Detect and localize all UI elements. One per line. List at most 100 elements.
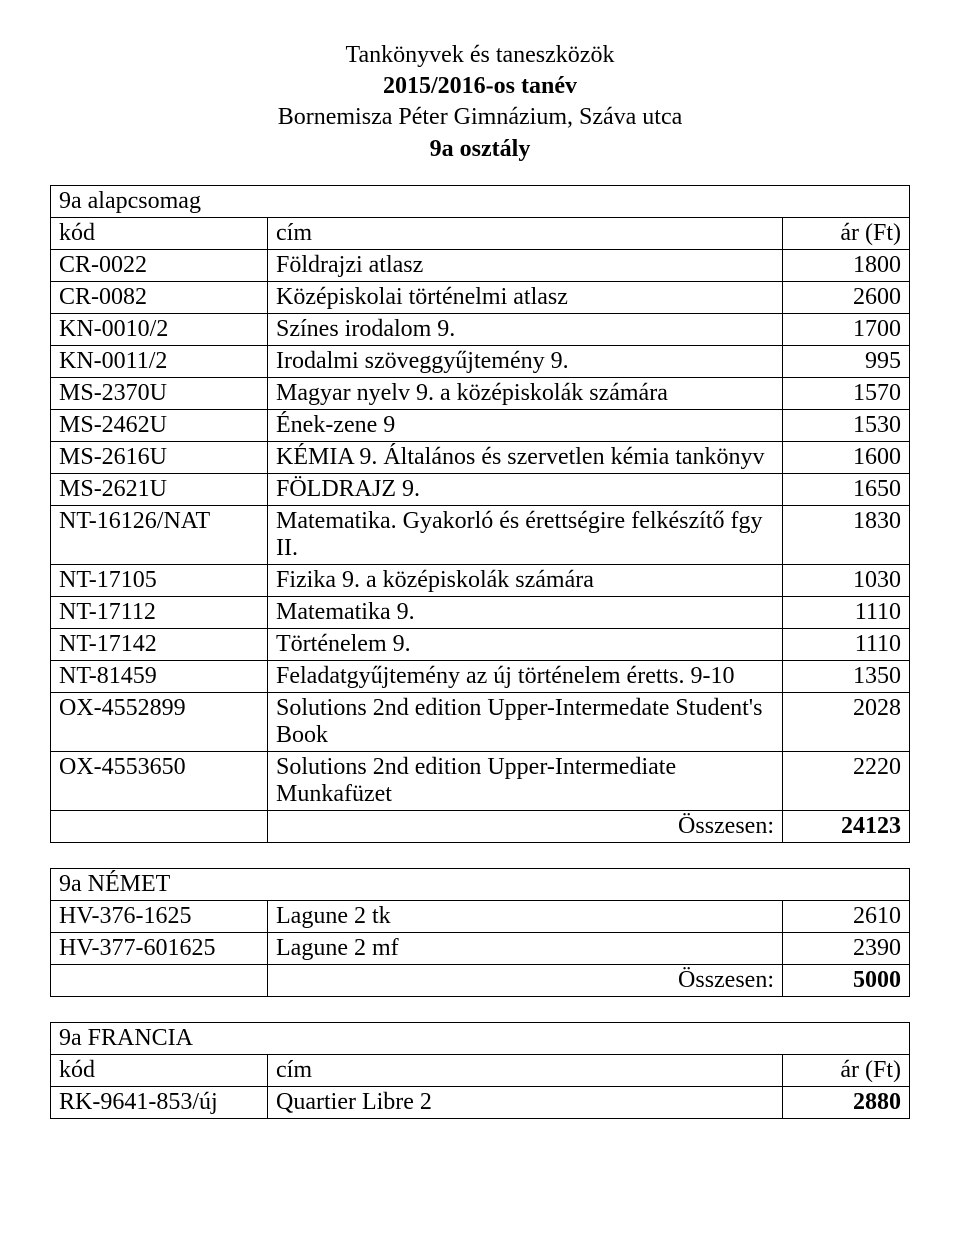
table-row: OX-4553650 Solutions 2nd edition Upper-I… (51, 751, 910, 810)
cell-title: Solutions 2nd edition Upper-Intermediate… (268, 751, 783, 810)
table-row: MS-2616U KÉMIA 9. Általános és szervetle… (51, 441, 910, 473)
cell-code: HV-377-601625 (51, 932, 268, 964)
cell-price: 1700 (783, 313, 910, 345)
cell-title: Színes irodalom 9. (268, 313, 783, 345)
total-label: Összesen: (268, 964, 783, 996)
table-row: KN-0010/2 Színes irodalom 9. 1700 (51, 313, 910, 345)
head-code: kód (51, 1054, 268, 1086)
cell-price: 1650 (783, 473, 910, 505)
cell-code: CR-0082 (51, 281, 268, 313)
cell-title: Lagune 2 mf (268, 932, 783, 964)
cell-price: 2390 (783, 932, 910, 964)
cell-code: CR-0022 (51, 249, 268, 281)
cell-code: NT-16126/NAT (51, 505, 268, 564)
cell-title: Matematika. Gyakorló és érettségire felk… (268, 505, 783, 564)
cell-title: Ének-zene 9 (268, 409, 783, 441)
head-price: ár (Ft) (783, 1054, 910, 1086)
cell-code: KN-0011/2 (51, 345, 268, 377)
cell-code: RK-9641-853/új (51, 1086, 268, 1118)
empty-cell (783, 868, 910, 900)
table-row: NT-16126/NAT Matematika. Gyakorló és ére… (51, 505, 910, 564)
empty-cell (51, 810, 268, 842)
cell-title: Fizika 9. a középiskolák számára (268, 564, 783, 596)
cell-title: FÖLDRAJZ 9. (268, 473, 783, 505)
table-row: kód cím ár (Ft) (51, 217, 910, 249)
table-row: NT-81459 Feladatgyűjtemény az új történe… (51, 660, 910, 692)
cell-price: 995 (783, 345, 910, 377)
table-row: NT-17105 Fizika 9. a középiskolák számár… (51, 564, 910, 596)
cell-code: MS-2370U (51, 377, 268, 409)
table-row: RK-9641-853/új Quartier Libre 2 2880 (51, 1086, 910, 1118)
table-row: 9a FRANCIA (51, 1022, 910, 1054)
cell-title: Földrajzi atlasz (268, 249, 783, 281)
cell-title: KÉMIA 9. Általános és szervetlen kémia t… (268, 441, 783, 473)
group-title: 9a FRANCIA (51, 1022, 783, 1054)
cell-price: 2610 (783, 900, 910, 932)
table-row: NT-17142 Történelem 9. 1110 (51, 628, 910, 660)
header-line-4: 9a osztály (50, 134, 910, 165)
cell-code: OX-4552899 (51, 692, 268, 751)
group-title: 9a alapcsomag (51, 185, 783, 217)
cell-code: NT-17142 (51, 628, 268, 660)
empty-cell (783, 185, 910, 217)
cell-code: NT-17105 (51, 564, 268, 596)
table-row: OX-4552899 Solutions 2nd edition Upper-I… (51, 692, 910, 751)
table-francia: 9a FRANCIA kód cím ár (Ft) RK-9641-853/ú… (50, 1022, 910, 1119)
group-title: 9a NÉMET (51, 868, 783, 900)
cell-code: HV-376-1625 (51, 900, 268, 932)
table-row: MS-2621U FÖLDRAJZ 9. 1650 (51, 473, 910, 505)
table-nemet: 9a NÉMET HV-376-1625 Lagune 2 tk 2610 HV… (50, 868, 910, 997)
table-row: KN-0011/2 Irodalmi szöveggyűjtemény 9. 9… (51, 345, 910, 377)
total-value: 24123 (783, 810, 910, 842)
cell-title: Történelem 9. (268, 628, 783, 660)
head-title: cím (268, 1054, 783, 1086)
cell-price: 1030 (783, 564, 910, 596)
table-row: HV-377-601625 Lagune 2 mf 2390 (51, 932, 910, 964)
empty-cell (51, 964, 268, 996)
cell-title: Solutions 2nd edition Upper-Intermedate … (268, 692, 783, 751)
table-row: kód cím ár (Ft) (51, 1054, 910, 1086)
empty-cell (783, 1022, 910, 1054)
table-row: CR-0082 Középiskolai történelmi atlasz 2… (51, 281, 910, 313)
cell-price: 1830 (783, 505, 910, 564)
cell-price: 1110 (783, 596, 910, 628)
cell-code: OX-4553650 (51, 751, 268, 810)
cell-price: 1800 (783, 249, 910, 281)
header-line-2: 2015/2016-os tanév (50, 71, 910, 102)
table-row: CR-0022 Földrajzi atlasz 1800 (51, 249, 910, 281)
document-header: Tankönyvek és taneszközök 2015/2016-os t… (50, 40, 910, 165)
table-row: HV-376-1625 Lagune 2 tk 2610 (51, 900, 910, 932)
cell-title: Lagune 2 tk (268, 900, 783, 932)
cell-code: NT-17112 (51, 596, 268, 628)
total-value: 5000 (783, 964, 910, 996)
table-row: NT-17112 Matematika 9. 1110 (51, 596, 910, 628)
cell-price: 1110 (783, 628, 910, 660)
cell-price: 2028 (783, 692, 910, 751)
head-price: ár (Ft) (783, 217, 910, 249)
header-line-3: Bornemisza Péter Gimnázium, Száva utca (50, 102, 910, 133)
table-row: Összesen: 5000 (51, 964, 910, 996)
table-row: 9a NÉMET (51, 868, 910, 900)
cell-price: 2600 (783, 281, 910, 313)
head-title: cím (268, 217, 783, 249)
total-label: Összesen: (268, 810, 783, 842)
cell-price: 1350 (783, 660, 910, 692)
table-row: MS-2370U Magyar nyelv 9. a középiskolák … (51, 377, 910, 409)
cell-code: MS-2462U (51, 409, 268, 441)
cell-title: Matematika 9. (268, 596, 783, 628)
cell-code: MS-2621U (51, 473, 268, 505)
cell-code: NT-81459 (51, 660, 268, 692)
cell-price: 1530 (783, 409, 910, 441)
table-alapcsomag: 9a alapcsomag kód cím ár (Ft) CR-0022 Fö… (50, 185, 910, 843)
cell-price: 1600 (783, 441, 910, 473)
table-row: MS-2462U Ének-zene 9 1530 (51, 409, 910, 441)
cell-title: Feladatgyűjtemény az új történelem érett… (268, 660, 783, 692)
cell-price: 2880 (783, 1086, 910, 1118)
header-line-1: Tankönyvek és taneszközök (50, 40, 910, 71)
cell-code: MS-2616U (51, 441, 268, 473)
cell-price: 2220 (783, 751, 910, 810)
cell-price: 1570 (783, 377, 910, 409)
cell-title: Középiskolai történelmi atlasz (268, 281, 783, 313)
head-code: kód (51, 217, 268, 249)
table-row: Összesen: 24123 (51, 810, 910, 842)
